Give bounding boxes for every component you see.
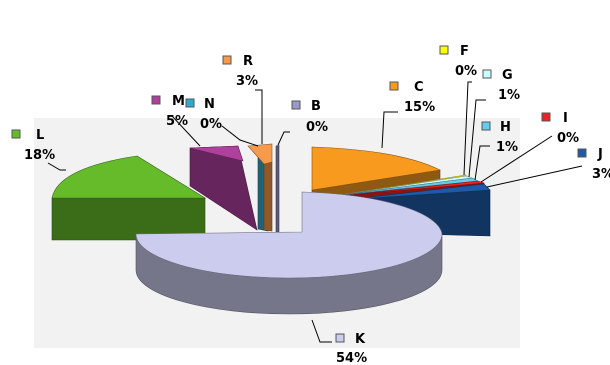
slice-label-R: R — [243, 54, 253, 69]
slice-label-L: L — [36, 128, 44, 143]
slice-pct-N: 0% — [200, 117, 222, 132]
leader-K — [311, 319, 332, 343]
leader-N — [221, 125, 259, 147]
slice-B-side — [275, 145, 280, 233]
slice-label-B: B — [311, 99, 321, 114]
slice-R — [247, 143, 273, 232]
legend-key-K — [335, 333, 345, 343]
leader-C — [381, 111, 398, 149]
slice-pct-F: 0% — [455, 64, 477, 79]
slice-label-K: K — [355, 332, 366, 347]
legend-keys — [11, 45, 587, 343]
slice-pct-I: 0% — [557, 131, 579, 146]
legend-key-M — [151, 95, 161, 105]
slice-pct-L: 18% — [24, 148, 55, 163]
slice-pct-R: 3% — [236, 74, 258, 89]
slice-label-I: I — [563, 111, 568, 126]
leader-I — [480, 135, 553, 183]
legend-key-J — [577, 148, 587, 158]
leader-H — [474, 145, 490, 181]
slice-K — [135, 191, 443, 315]
legend-key-I — [541, 112, 551, 122]
leader-F — [463, 81, 472, 176]
leader-G — [468, 99, 486, 178]
slice-pct-G: 1% — [498, 88, 520, 103]
slice-label-F: F — [460, 44, 469, 59]
legend-key-G — [482, 69, 492, 79]
slice-B-top — [275, 144, 280, 147]
slice-label-G: G — [502, 68, 513, 83]
slice-C-top — [311, 146, 441, 191]
slice-pct-M: 5% — [166, 114, 188, 129]
legend-key-N — [185, 98, 195, 108]
leader-lines — [47, 81, 583, 343]
slice-R-side — [263, 161, 273, 232]
legend-key-F — [439, 45, 449, 55]
slice-pct-B: 0% — [306, 120, 328, 135]
slice-pct-C: 15% — [404, 100, 435, 115]
slice-K-top — [135, 191, 443, 279]
slice-label-C: C — [414, 80, 424, 95]
leader-L — [47, 162, 66, 171]
legend-key-H — [481, 121, 491, 131]
slice-label-N: N — [204, 97, 215, 112]
slice-pct-K: 54% — [336, 351, 367, 365]
slice-M-top — [189, 145, 244, 162]
legend-key-R — [222, 55, 232, 65]
legend-key-B — [291, 100, 301, 110]
slice-label-H: H — [500, 120, 511, 135]
slice-L-top — [51, 155, 207, 199]
legend-key-L — [11, 129, 21, 139]
slice-label-J: J — [597, 147, 603, 162]
slice-R-top — [247, 143, 273, 165]
leader-R — [255, 89, 263, 144]
leader-B — [277, 131, 290, 146]
slice-M — [189, 145, 258, 231]
slice-B — [275, 144, 280, 233]
slice-pct-J: 3% — [592, 167, 610, 182]
leader-M — [171, 115, 201, 147]
slice-pct-H: 1% — [496, 140, 518, 155]
leader-J — [486, 165, 583, 188]
slice-label-M: M — [172, 94, 185, 109]
legend-key-C — [389, 81, 399, 91]
